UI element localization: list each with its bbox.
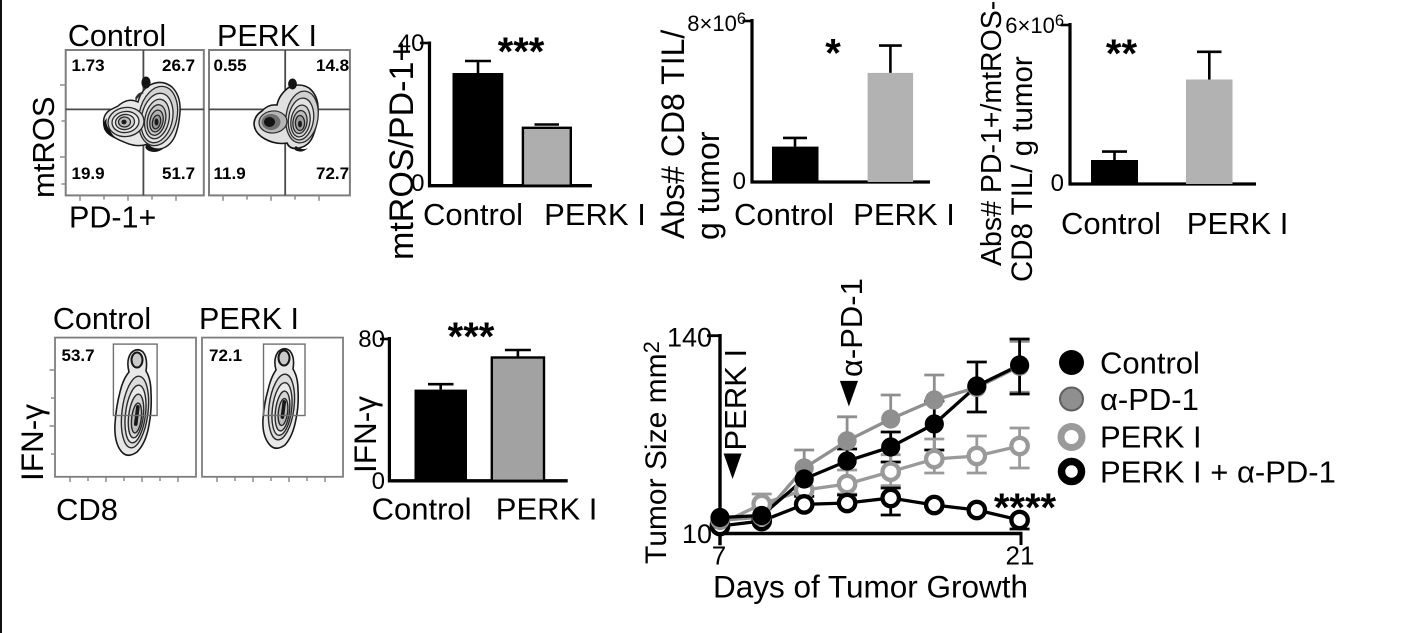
svg-text:0: 0 bbox=[1051, 170, 1064, 197]
svg-text:***: *** bbox=[448, 315, 495, 359]
svg-text:PERK I + α-PD-1: PERK I + α-PD-1 bbox=[1100, 455, 1336, 490]
svg-text:α-PD-1: α-PD-1 bbox=[1100, 382, 1199, 417]
svg-text:19.9: 19.9 bbox=[72, 164, 105, 183]
svg-text:PERK I: PERK I bbox=[199, 302, 299, 336]
svg-text:PERK I: PERK I bbox=[853, 197, 955, 232]
svg-text:140: 140 bbox=[667, 323, 712, 353]
svg-text:26.7: 26.7 bbox=[162, 56, 195, 75]
svg-text:Control: Control bbox=[53, 302, 151, 336]
svg-text:Control: Control bbox=[423, 197, 523, 232]
svg-text:Control: Control bbox=[1061, 206, 1161, 241]
svg-text:α-PD-1: α-PD-1 bbox=[834, 278, 869, 377]
svg-text:PERK I: PERK I bbox=[544, 197, 646, 232]
svg-text:Abs# PD-1+/mtROS-: Abs# PD-1+/mtROS- bbox=[976, 1, 1008, 266]
svg-text:14.8: 14.8 bbox=[316, 56, 349, 75]
svg-text:g tumor: g tumor bbox=[690, 131, 726, 240]
svg-text:Tumor Size mm2: Tumor Size mm2 bbox=[639, 341, 673, 564]
svg-text:40: 40 bbox=[398, 30, 425, 57]
svg-text:CD8 TIL/ g tumor: CD8 TIL/ g tumor bbox=[1006, 56, 1039, 282]
svg-text:10: 10 bbox=[682, 519, 712, 549]
svg-text:8×106: 8×106 bbox=[687, 10, 746, 36]
svg-text:Control: Control bbox=[734, 197, 834, 232]
svg-text:Control: Control bbox=[1100, 346, 1200, 381]
svg-text:mtROS/PD-1+: mtROS/PD-1+ bbox=[383, 42, 421, 260]
svg-text:0: 0 bbox=[411, 170, 424, 197]
svg-text:51.7: 51.7 bbox=[162, 164, 195, 183]
svg-text:Abs# CD8 TIL/: Abs# CD8 TIL/ bbox=[655, 30, 691, 239]
svg-text:**: ** bbox=[1106, 32, 1138, 76]
svg-text:IFN-γ: IFN-γ bbox=[347, 396, 383, 473]
svg-text:Control: Control bbox=[68, 19, 166, 53]
svg-text:72.7: 72.7 bbox=[316, 164, 349, 183]
svg-text:PD-1+: PD-1+ bbox=[69, 201, 156, 235]
svg-text:Control: Control bbox=[372, 492, 472, 527]
svg-text:***: *** bbox=[498, 30, 545, 74]
svg-text:0: 0 bbox=[733, 168, 746, 195]
svg-text:7: 7 bbox=[712, 541, 726, 571]
svg-text:PERK I: PERK I bbox=[217, 19, 317, 53]
svg-text:PERK I: PERK I bbox=[1187, 206, 1289, 241]
svg-text:PERK I: PERK I bbox=[1100, 420, 1202, 455]
svg-text:6×106: 6×106 bbox=[1005, 12, 1064, 38]
svg-text:53.7: 53.7 bbox=[62, 346, 95, 365]
svg-text:mtROS: mtROS bbox=[26, 96, 61, 198]
svg-text:PERK I: PERK I bbox=[496, 492, 598, 527]
svg-text:21: 21 bbox=[1006, 541, 1035, 571]
svg-text:80: 80 bbox=[358, 326, 385, 353]
svg-text:0: 0 bbox=[372, 468, 385, 495]
svg-text:Days of Tumor Growth: Days of Tumor Growth bbox=[713, 569, 1028, 605]
svg-text:CD8: CD8 bbox=[56, 492, 118, 527]
svg-text:PERK I: PERK I bbox=[718, 349, 753, 451]
svg-text:*: * bbox=[825, 32, 841, 76]
svg-text:0.55: 0.55 bbox=[214, 56, 247, 75]
svg-text:IFN-γ: IFN-γ bbox=[14, 404, 50, 481]
svg-text:72.1: 72.1 bbox=[209, 346, 242, 365]
svg-text:1.73: 1.73 bbox=[72, 56, 105, 75]
svg-text:11.9: 11.9 bbox=[214, 164, 246, 183]
